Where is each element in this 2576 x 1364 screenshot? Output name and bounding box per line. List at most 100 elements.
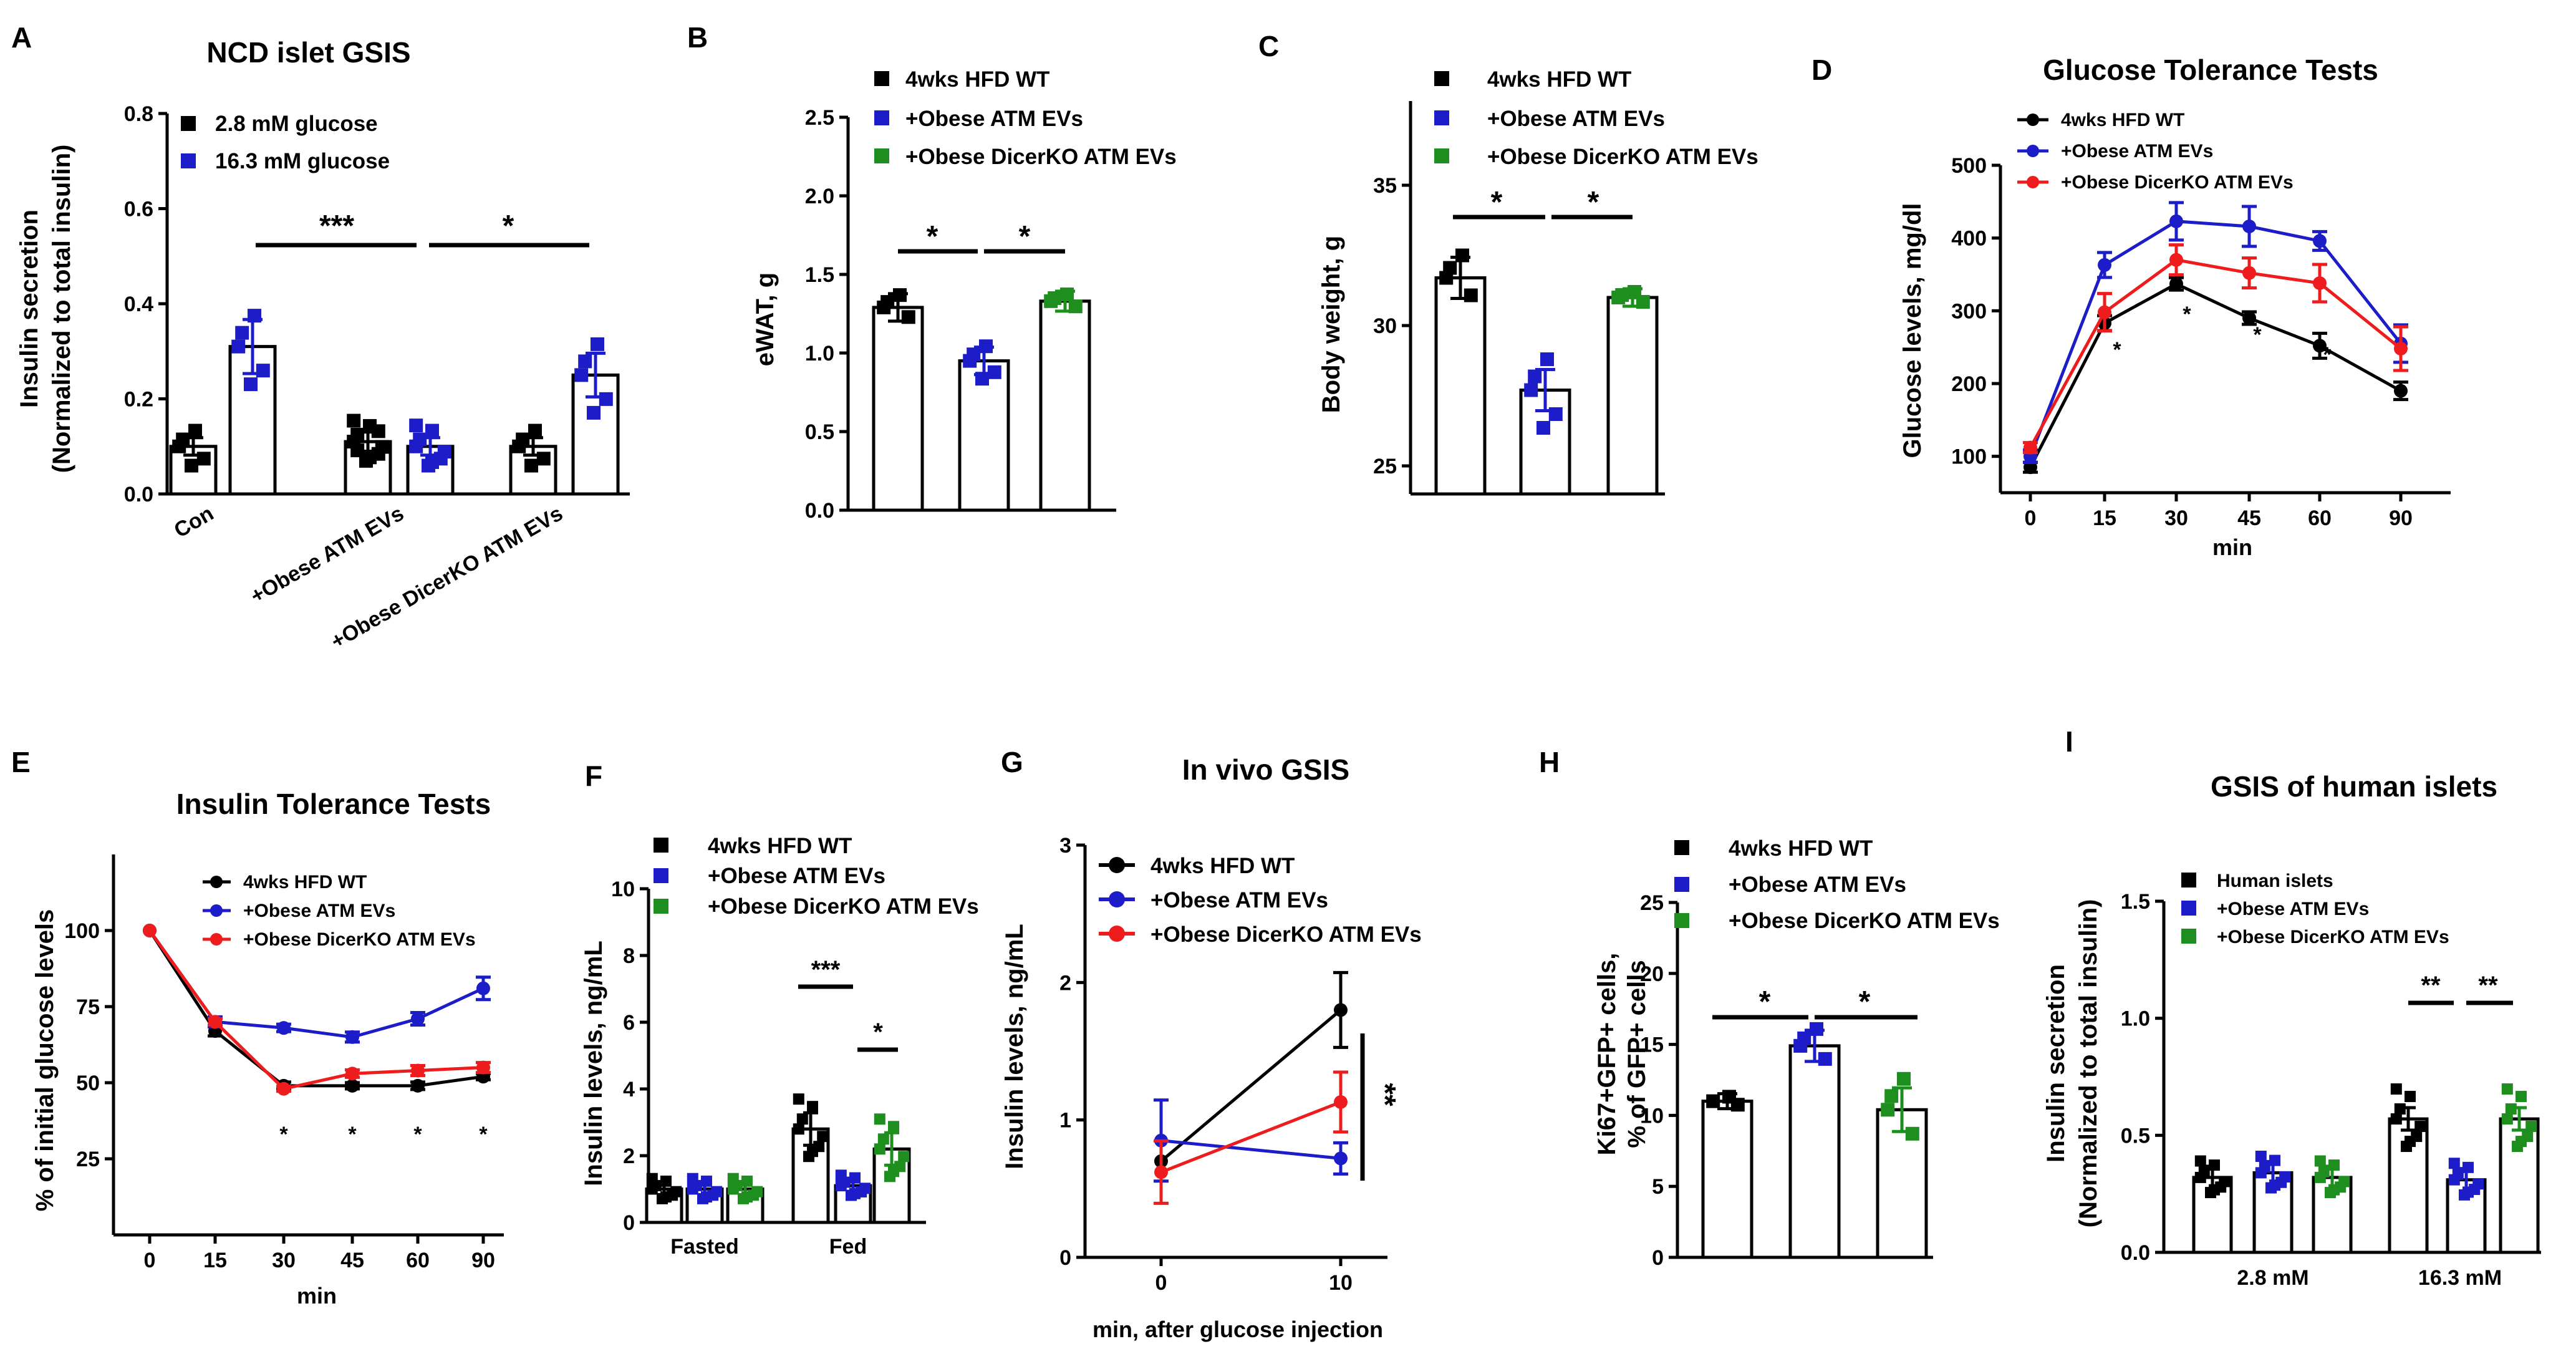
- panel-letter-h: H: [1539, 746, 1560, 778]
- panel-f-dot-2-1-7: [888, 1166, 899, 1178]
- panel-i-dot-1-0-5: [2279, 1171, 2291, 1183]
- panel-d-ytick-2: 300: [1951, 299, 1987, 323]
- panel-i-dot-2-1-1: [2516, 1091, 2527, 1103]
- panel-e-sig-0: *: [279, 1123, 288, 1146]
- panel-a-sig-0: ***: [319, 210, 354, 243]
- panel-a-dot-0-0-4: [185, 458, 198, 473]
- panel-i-ytick-1: 0.5: [2121, 1124, 2150, 1148]
- panel-d-legend-2: +Obese DicerKO ATM EVs: [2061, 172, 2294, 193]
- panel-i: I GSIS of human islets Insulin secretion…: [2042, 725, 2541, 1290]
- panel-c-legend-0: 4wks HFD WT: [1487, 67, 1631, 92]
- panel-i-dot-0-0-1: [2209, 1159, 2220, 1171]
- panel-i-dot-1-0-3: [2259, 1161, 2270, 1173]
- panel-a-dot-1-0-2: [256, 364, 270, 378]
- panel-d-point-1-3: [2242, 220, 2256, 233]
- panel-i-dot-0-1-6: [2390, 1083, 2402, 1095]
- panel-f: F Insulin levels, ng/mL 0 2 4 6 8 10 Fasted F…: [580, 760, 979, 1259]
- panel-f-ylabel: Insulin levels, ng/mL: [580, 941, 607, 1186]
- panel-i-dot-0-0-6: [2194, 1155, 2206, 1167]
- panel-f-legend-marker-0: [654, 838, 668, 853]
- panel-e-sig-1: *: [348, 1123, 357, 1146]
- panel-g-sig-0: **: [1368, 1083, 1401, 1106]
- panel-f-dot-1-0-1: [701, 1175, 712, 1187]
- panel-a-title: NCD islet GSIS: [206, 36, 410, 69]
- panel-a-dot-1-2-4: [587, 405, 601, 420]
- panel-c-legend-2: +Obese DicerKO ATM EVs: [1487, 145, 1758, 169]
- panel-b-dot-2-2: [1068, 299, 1083, 314]
- panel-h-ytick-5: 25: [1640, 891, 1664, 915]
- panel-i-ylabel-2: (Normalized to total insulin): [2075, 899, 2102, 1228]
- panel-e-point-2-3: [345, 1067, 359, 1081]
- panel-a-legend-marker-0: [181, 116, 196, 131]
- panel-h-dot-0-0: [1706, 1094, 1720, 1108]
- panel-a-dot-1-2-3: [578, 354, 592, 369]
- panel-e-legend-1: +Obese ATM EVs: [243, 901, 395, 921]
- panel-g-legend-marker-1: [1109, 891, 1125, 907]
- panel-b-dot-0-1: [893, 288, 907, 302]
- panel-f-legend-0: 4wks HFD WT: [708, 834, 852, 858]
- panel-i-dot-0-0-3: [2198, 1166, 2210, 1178]
- panel-g-legend-marker-2: [1109, 926, 1125, 942]
- panel-i-dot-0-0-7: [2209, 1184, 2220, 1196]
- panel-f-sig-1: *: [873, 1018, 883, 1046]
- panel-b-ytick-3: 1.5: [805, 263, 834, 287]
- panel-h-sig-1: *: [1859, 985, 1871, 1018]
- panel-f-dot-0-0-1: [660, 1175, 672, 1187]
- panel-h-legend-0: 4wks HFD WT: [1729, 836, 1873, 861]
- panel-d-legend-marker-1: [2027, 145, 2039, 157]
- panel-e-legend-marker-2: [210, 933, 223, 946]
- panel-c-legend-1: +Obese ATM EVs: [1487, 107, 1665, 131]
- panel-a-dot-1-2-2: [599, 392, 613, 406]
- panel-d-point-0-3: [2242, 311, 2256, 325]
- panel-g-xtick-0: 0: [1155, 1271, 1167, 1295]
- panel-i-dot-1-1-3: [2452, 1168, 2464, 1180]
- panel-a-ylabel-1: Insulin secretion: [16, 210, 43, 408]
- panel-b-ytick-0: 0.0: [805, 499, 834, 523]
- panel-f-ytick-0: 0: [623, 1211, 635, 1235]
- panel-e-point-1-4: [411, 1012, 425, 1026]
- panel-b-legend-0: 4wks HFD WT: [905, 67, 1049, 92]
- panel-i-dot-2-0-1: [2328, 1159, 2340, 1171]
- panel-c-dot-0-1: [1455, 248, 1469, 263]
- panel-i-dot-0-1-1: [2405, 1091, 2416, 1103]
- panel-d-sig-1: *: [2183, 302, 2191, 326]
- panel-g-legend-2: +Obese DicerKO ATM EVs: [1151, 922, 1422, 947]
- panel-c-sig-1: *: [1588, 186, 1599, 219]
- panel-b-ytick-4: 2.0: [805, 185, 834, 208]
- panel-i-dot-2-1-5: [2525, 1121, 2537, 1133]
- panel-c-dot-2-2: [1636, 295, 1650, 309]
- panel-e-point-2-5: [476, 1060, 490, 1075]
- panel-f-dot-0-0-7: [660, 1191, 672, 1203]
- panel-b-ytick-1: 0.5: [805, 420, 834, 444]
- panel-a-legend-0: 2.8 mM glucose: [215, 112, 378, 136]
- panel-a-dot-0-2-2: [536, 452, 551, 466]
- panel-g-ytick-3: 3: [1059, 834, 1071, 858]
- panel-a-dot-1-0-0: [231, 339, 246, 354]
- panel-i-dot-1-1-1: [2463, 1161, 2474, 1173]
- panel-c-ytick-0: 25: [1373, 455, 1397, 478]
- panel-d-legend-marker-0: [2027, 114, 2039, 126]
- panel-i-dot-0-1-5: [2414, 1121, 2426, 1133]
- panel-h-legend-marker-0: [1674, 840, 1689, 855]
- panel-f-dot-2-1-0: [874, 1143, 885, 1155]
- panel-a-dot-0-1-7: [363, 450, 377, 465]
- panel-i-dot-2-1-0: [2501, 1113, 2513, 1125]
- panel-letter-c: C: [1258, 30, 1279, 62]
- panel-h-dot-2-2: [1905, 1126, 1919, 1141]
- panel-h-dot-2-3: [1884, 1089, 1899, 1103]
- panel-f-dot-0-0-6: [646, 1173, 658, 1184]
- panel-g-line-2: [1160, 1100, 1341, 1174]
- panel-c-sig-0: *: [1491, 186, 1503, 219]
- panel-e-legend-marker-1: [210, 904, 223, 917]
- panel-d-point-1-2: [2169, 214, 2183, 228]
- panel-a-dot-1-1-5: [437, 445, 451, 459]
- panel-b-legend-1: +Obese ATM EVs: [905, 107, 1083, 131]
- panel-f-dot-1-0-6: [687, 1173, 698, 1184]
- panel-a-dot-0-1-8: [371, 424, 385, 438]
- panel-letter-e: E: [11, 746, 31, 778]
- panel-b-sig-1: *: [1019, 220, 1031, 253]
- panel-e-line-0: [148, 929, 484, 1088]
- panel-a-dot-0-2-1: [528, 423, 542, 438]
- panel-b-ylabel: eWAT, g: [751, 273, 779, 366]
- panel-d-xtick-5: 90: [2389, 506, 2413, 530]
